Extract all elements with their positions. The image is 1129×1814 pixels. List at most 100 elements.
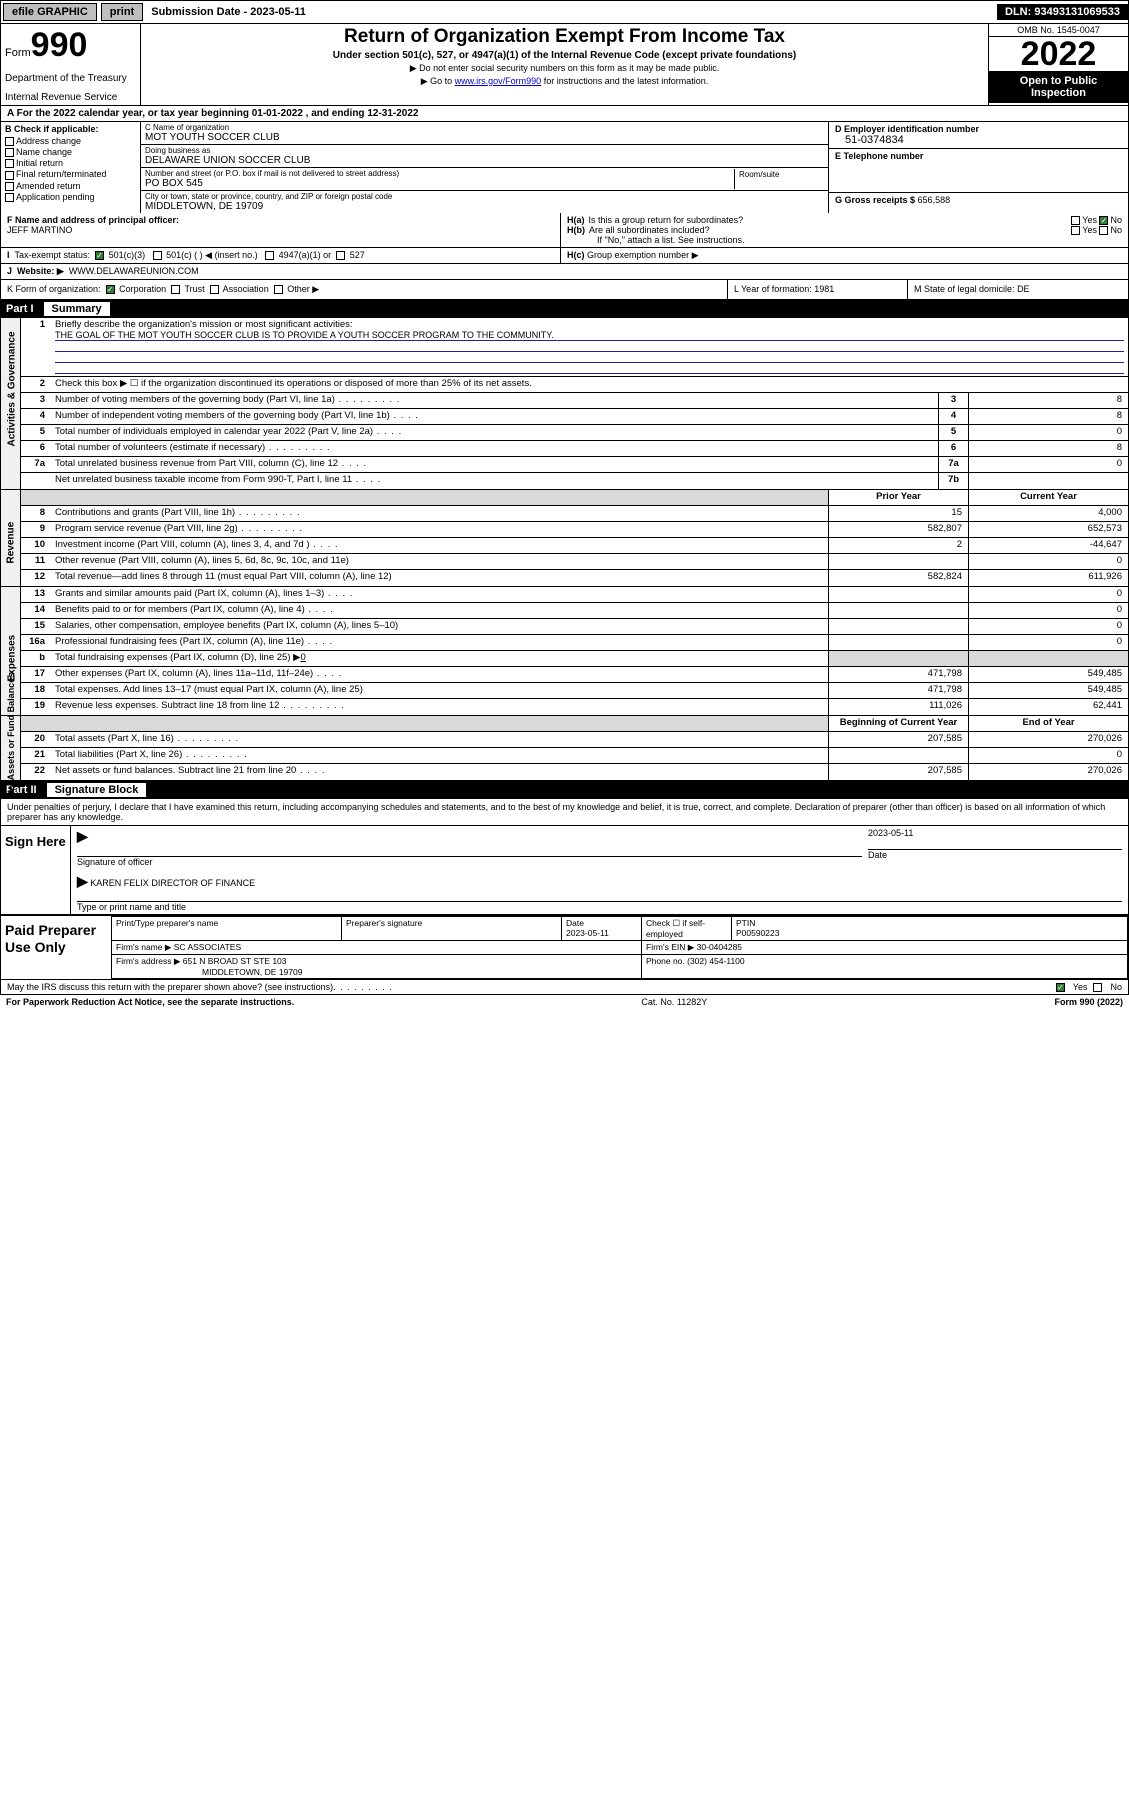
chk-trust[interactable] [171, 285, 180, 294]
mission-line [55, 353, 1124, 363]
org-name: MOT YOUTH SOCCER CLUB [145, 132, 824, 143]
gross-receipts: 656,588 [918, 195, 951, 205]
c9: 652,573 [968, 522, 1128, 537]
assoc-label: Association [223, 284, 269, 294]
submission-date: Submission Date - 2023-05-11 [145, 6, 997, 18]
goto-suffix: for instructions and the latest informat… [541, 76, 708, 86]
dba: DELAWARE UNION SOCCER CLUB [145, 155, 824, 166]
domicile-label: M State of legal domicile: [914, 284, 1017, 294]
discuss-yes[interactable] [1056, 983, 1065, 992]
v5: 0 [968, 425, 1128, 440]
c13: 0 [968, 587, 1128, 602]
print-button[interactable]: print [101, 3, 143, 21]
phone: (302) 454-1100 [687, 956, 745, 966]
4947-label: 4947(a)(1) or [279, 250, 332, 260]
side-governance: Activities & Governance [1, 318, 21, 489]
hb-note: If "No," attach a list. See instructions… [567, 235, 1122, 245]
l16b-val: 0 [300, 652, 305, 663]
goto-prefix: ▶ Go to [421, 76, 455, 86]
mission-line [55, 364, 1124, 374]
chk-501c[interactable] [153, 251, 162, 260]
irs-link[interactable]: www.irs.gov/Form990 [455, 76, 542, 86]
dept-treasury: Department of the Treasury [5, 73, 136, 84]
ptin-label: PTIN [736, 918, 1123, 928]
mission-line [55, 342, 1124, 352]
l7a: Total unrelated business revenue from Pa… [51, 457, 938, 472]
side-netassets: Net Assets or Fund Balances [1, 716, 21, 780]
efile-button[interactable]: efile GRAPHIC [3, 3, 97, 21]
p17: 471,798 [828, 667, 968, 682]
discuss-no-label: No [1110, 982, 1122, 992]
open-public: Open to Public Inspection [989, 71, 1128, 103]
chk-527[interactable] [336, 251, 345, 260]
firm-city: MIDDLETOWN, DE 19709 [116, 967, 302, 977]
tel-label: E Telephone number [835, 151, 1122, 161]
officer-label: F Name and address of principal officer: [7, 215, 179, 225]
side-exp-text: Expenses [7, 612, 18, 682]
ha-yes[interactable] [1071, 216, 1080, 225]
discuss-question: May the IRS discuss this return with the… [7, 982, 333, 992]
dln: DLN: 93493131069533 [997, 4, 1128, 20]
chk-name[interactable] [5, 148, 14, 157]
declaration: Under penalties of perjury, I declare th… [1, 799, 1128, 826]
p13 [828, 587, 968, 602]
c17: 549,485 [968, 667, 1128, 682]
year-formation-label: L Year of formation: [734, 284, 814, 294]
l6: Total number of volunteers (estimate if … [51, 441, 938, 456]
chk-assoc[interactable] [210, 285, 219, 294]
gross-label: G Gross receipts $ [835, 195, 918, 205]
form-subtitle: Under section 501(c), 527, or 4947(a)(1)… [147, 50, 982, 61]
p22: 207,585 [828, 764, 968, 780]
chk-final[interactable] [5, 171, 14, 180]
chk-4947[interactable] [265, 251, 274, 260]
c12: 611,926 [968, 570, 1128, 586]
form-number: 990 [31, 26, 88, 64]
ha-no[interactable] [1099, 216, 1108, 225]
ptin: P00590223 [736, 928, 1123, 938]
website-label: Website: ▶ [17, 266, 64, 276]
p8: 15 [828, 506, 968, 521]
ein: 51-0374834 [835, 134, 1122, 146]
ha-text: Is this a group return for subordinates? [589, 215, 744, 225]
sign-here: Sign Here [1, 826, 71, 914]
sig-date-val: 2023-05-11 [868, 828, 1122, 838]
l2: Check this box ▶ ☐ if the organization d… [51, 377, 1128, 392]
hb-yes[interactable] [1071, 226, 1080, 235]
chk-initial[interactable] [5, 159, 14, 168]
part1-title: Summary [44, 302, 110, 316]
chk-amended[interactable] [5, 182, 14, 191]
chk-501c3[interactable] [95, 251, 104, 260]
ein-label: D Employer identification number [835, 124, 1122, 134]
chk-corp[interactable] [106, 285, 115, 294]
officer-printed: KAREN FELIX DIRECTOR OF FINANCE [90, 878, 255, 888]
firm-ein: 30-0404285 [697, 942, 742, 952]
trust-label: Trust [184, 284, 204, 294]
goto-line: ▶ Go to www.irs.gov/Form990 for instruct… [147, 76, 982, 87]
street: PO BOX 545 [145, 178, 734, 189]
col-b-label: B Check if applicable: [5, 124, 136, 134]
other-label: Other ▶ [287, 284, 319, 294]
firm-addr-label: Firm's address ▶ [116, 956, 183, 966]
chk-address[interactable] [5, 137, 14, 146]
c19: 62,441 [968, 699, 1128, 715]
website: WWW.DELAWAREUNION.COM [69, 266, 199, 276]
chk-initial-label: Initial return [16, 158, 63, 168]
hdr-end: End of Year [968, 716, 1128, 731]
chk-self-employed[interactable]: Check ☐ if self-employed [642, 917, 732, 941]
pt-date: 2023-05-11 [566, 928, 637, 938]
c22: 270,026 [968, 764, 1128, 780]
discuss-no[interactable] [1093, 983, 1102, 992]
c14: 0 [968, 603, 1128, 618]
c18: 549,485 [968, 683, 1128, 698]
chk-pending[interactable] [5, 193, 14, 202]
l22: Net assets or fund balances. Subtract li… [51, 764, 828, 780]
form-ref: Form 990 (2022) [1054, 997, 1123, 1007]
dba-label: Doing business as [145, 146, 824, 155]
v4: 8 [968, 409, 1128, 424]
corp-label: Corporation [119, 284, 166, 294]
hb-no[interactable] [1099, 226, 1108, 235]
chk-other[interactable] [274, 285, 283, 294]
p15 [828, 619, 968, 634]
hb-text: Are all subordinates included? [589, 225, 710, 235]
p14 [828, 603, 968, 618]
